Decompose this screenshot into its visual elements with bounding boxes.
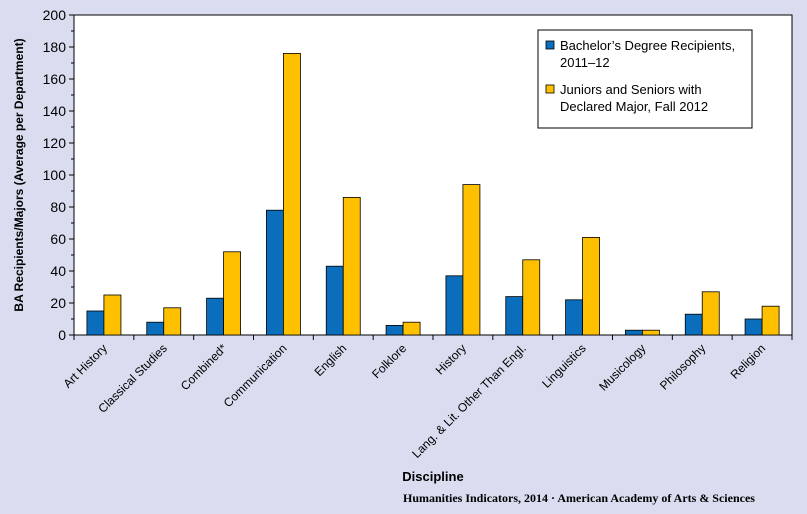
y-tick-label: 0: [58, 327, 66, 343]
bar-juniors-seniors-0: [103, 294, 122, 336]
bar-juniors-seniors-1: [163, 307, 182, 336]
legend-swatch-0: [545, 40, 555, 50]
x-tick-label: Musicology: [596, 341, 648, 393]
y-tick-label: 20: [50, 295, 66, 311]
bar-juniors-seniors-8: [582, 236, 600, 336]
legend-label-0: Bachelor’s Degree Recipients,: [560, 38, 735, 53]
bar-juniors-seniors-10: [701, 291, 720, 336]
bar-juniors-seniors-9: [642, 329, 660, 336]
bar-bachelors-3: [266, 209, 284, 336]
y-tick-label: 40: [50, 263, 66, 279]
bar-bachelors-1: [146, 321, 165, 336]
legend-box: [537, 29, 753, 129]
bar-juniors-seniors-6: [462, 184, 481, 336]
bar-juniors-seniors-3: [283, 53, 301, 336]
legend-swatch-1: [545, 84, 555, 94]
x-axis-title: Discipline: [402, 469, 463, 484]
bar-bachelors-9: [625, 329, 643, 336]
x-tick-label: English: [312, 341, 350, 379]
x-tick-label: Linguistics: [539, 341, 589, 391]
legend-label-1: Juniors and Seniors with: [560, 82, 702, 97]
x-tick-label: History: [433, 341, 469, 377]
bar-bachelors-10: [684, 313, 703, 336]
bar-bachelors-5: [385, 324, 404, 336]
x-tick-label: Religion: [728, 341, 769, 382]
bar-bachelors-8: [565, 299, 583, 336]
bar-bachelors-2: [206, 297, 224, 336]
bar-bachelors-0: [86, 310, 105, 336]
x-tick-label: Communication: [221, 341, 290, 410]
x-tick-label: Philosophy: [657, 341, 708, 392]
bar-juniors-seniors-7: [522, 259, 541, 336]
y-tick-label: 200: [43, 7, 67, 23]
bar-juniors-seniors-2: [223, 251, 241, 336]
x-tick-label: Lang. & Lit. Other Than Engl.: [409, 341, 529, 461]
bar-juniors-seniors-11: [761, 305, 780, 336]
x-tick-label: Combined*: [178, 341, 230, 393]
footer-credit: Humanities Indicators, 2014 · American A…: [403, 491, 755, 505]
bar-bachelors-11: [744, 318, 763, 336]
y-axis-title: BA Recipients/Majors (Average per Depart…: [12, 38, 26, 311]
y-tick-label: 100: [43, 167, 67, 183]
y-tick-label: 180: [43, 39, 67, 55]
legend-label-1: Declared Major, Fall 2012: [560, 99, 708, 114]
bar-bachelors-6: [445, 275, 464, 336]
bar-bachelors-7: [505, 296, 524, 336]
legend: Bachelor’s Degree Recipients, 2011–12 Juni…: [537, 29, 753, 129]
legend-label-0: 2011–12: [560, 55, 610, 70]
bar-bachelors-4: [325, 265, 344, 336]
x-tick-label: Folklore: [369, 341, 409, 381]
y-tick-label: 160: [43, 71, 67, 87]
y-tick-label: 120: [43, 135, 67, 151]
y-tick-label: 80: [50, 199, 66, 215]
y-tick-label: 140: [43, 103, 67, 119]
bar-juniors-seniors-4: [342, 196, 361, 336]
y-tick-label: 60: [50, 231, 66, 247]
bar-juniors-seniors-5: [402, 321, 421, 336]
x-tick-label: Art History: [61, 341, 111, 391]
